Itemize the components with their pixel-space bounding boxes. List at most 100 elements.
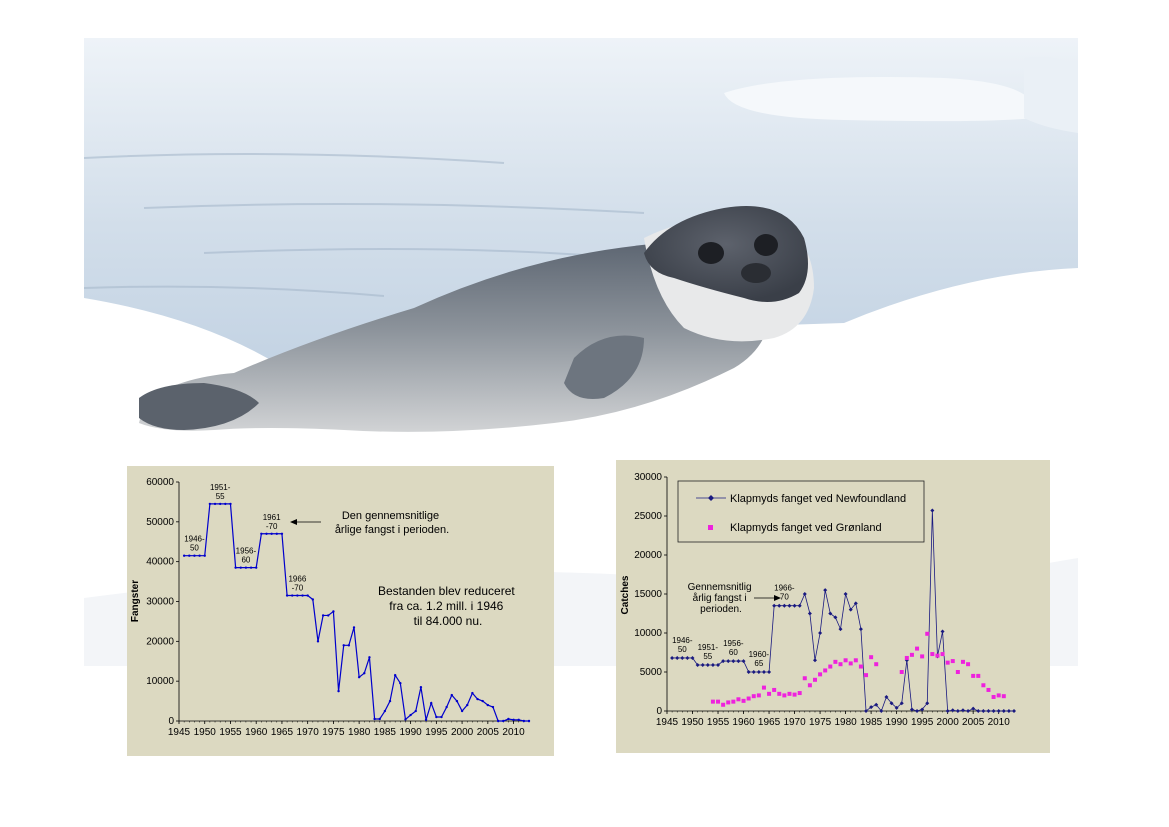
- x-tick-label: 1990: [886, 717, 909, 728]
- data-point: [716, 662, 721, 667]
- data-point: [440, 715, 443, 719]
- data-point: [853, 601, 858, 606]
- data-point: [802, 676, 807, 681]
- data-point: [925, 631, 930, 636]
- x-tick-label: 2000: [937, 717, 960, 728]
- data-point: [858, 664, 863, 669]
- data-point: [193, 554, 196, 557]
- data-point: [347, 644, 351, 647]
- data-point: [879, 709, 884, 713]
- data-point: [818, 631, 823, 635]
- data-point: [736, 697, 741, 702]
- data-point: [920, 707, 925, 712]
- data-point: [710, 699, 715, 704]
- data-point: [792, 692, 797, 697]
- data-point: [950, 659, 955, 664]
- data-point: [741, 698, 746, 703]
- data-point: [818, 672, 823, 677]
- chart-series: [182, 502, 531, 723]
- data-point: [853, 658, 858, 663]
- data-point: [357, 675, 361, 679]
- data-point: [445, 705, 448, 709]
- y-tick-label: 25000: [634, 511, 662, 522]
- period-label: 1966-70: [774, 584, 795, 602]
- x-tick-label: 1975: [809, 717, 832, 728]
- data-point: [767, 670, 772, 674]
- data-point: [700, 662, 705, 667]
- legend-item-gronland: Klapmyds fanget ved Grønland: [708, 522, 882, 534]
- data-point: [527, 719, 531, 723]
- x-tick-label: 2010: [502, 727, 525, 738]
- data-point: [229, 502, 232, 506]
- data-point: [342, 644, 345, 647]
- period-label: 1961 -70: [263, 513, 281, 531]
- data-point: [971, 673, 976, 678]
- data-point: [981, 683, 986, 688]
- data-point: [716, 699, 721, 704]
- chart-period-labels: 1946-50 1951-55 1956-60 1961 -70 1966 -70: [184, 483, 307, 593]
- data-point: [244, 566, 248, 569]
- data-point: [710, 662, 715, 667]
- period-label: 1956-60: [236, 547, 257, 565]
- data-point: [797, 603, 802, 608]
- data-point: [291, 594, 294, 597]
- data-point: [404, 718, 407, 721]
- data-point: [874, 662, 879, 667]
- data-point: [363, 672, 366, 675]
- x-tick-label: 2005: [477, 727, 500, 738]
- data-point: [680, 655, 685, 660]
- seal: [139, 206, 814, 432]
- data-point: [823, 588, 828, 593]
- legend-box: [677, 480, 925, 543]
- data-point: [751, 694, 756, 699]
- data-point: [838, 662, 843, 667]
- legend-label: Klapmyds fanget ved Grønland: [730, 522, 882, 534]
- data-point: [899, 701, 904, 706]
- data-point: [249, 566, 253, 569]
- data-point: [782, 693, 787, 698]
- data-point: [889, 701, 894, 706]
- data-point: [685, 655, 690, 660]
- data-point: [1012, 709, 1016, 713]
- data-point: [864, 709, 869, 713]
- data-point: [368, 656, 371, 659]
- data-point: [270, 532, 273, 535]
- data-point: [1006, 709, 1011, 713]
- period-label: 1960-65: [749, 650, 770, 668]
- data-point: [285, 594, 289, 597]
- data-point: [797, 691, 802, 696]
- data-point: [502, 719, 505, 723]
- x-tick-label: 1960: [245, 727, 268, 738]
- data-point: [920, 654, 925, 659]
- data-point: [393, 673, 397, 677]
- annotation-average: Gennemsnitlig årlig fangst i perioden.: [688, 582, 781, 615]
- data-point: [915, 709, 920, 713]
- x-tick-label: 1980: [348, 727, 371, 738]
- data-point: [460, 709, 464, 713]
- data-point: [332, 610, 335, 613]
- y-tick-label: 40000: [146, 557, 174, 568]
- data-point: [940, 629, 945, 634]
- data-point: [260, 532, 263, 535]
- chart-annotations: Den gennemsnitlige årlige fangst i perio…: [290, 510, 515, 628]
- data-point: [383, 709, 387, 713]
- data-point: [522, 719, 526, 723]
- x-tick-label: 1955: [707, 717, 730, 728]
- data-point: [823, 668, 828, 673]
- data-point: [772, 687, 777, 692]
- data-point: [858, 627, 863, 632]
- data-point: [940, 652, 945, 657]
- y-axis-label: Catches: [620, 575, 631, 614]
- data-point: [736, 659, 741, 664]
- ice-floe: [724, 77, 1035, 122]
- data-point: [894, 705, 899, 710]
- data-point: [435, 715, 438, 719]
- data-point: [430, 701, 433, 705]
- data-point: [945, 709, 950, 713]
- data-point: [777, 691, 782, 696]
- data-point: [986, 709, 991, 713]
- data-point: [807, 611, 812, 616]
- data-point: [833, 615, 838, 620]
